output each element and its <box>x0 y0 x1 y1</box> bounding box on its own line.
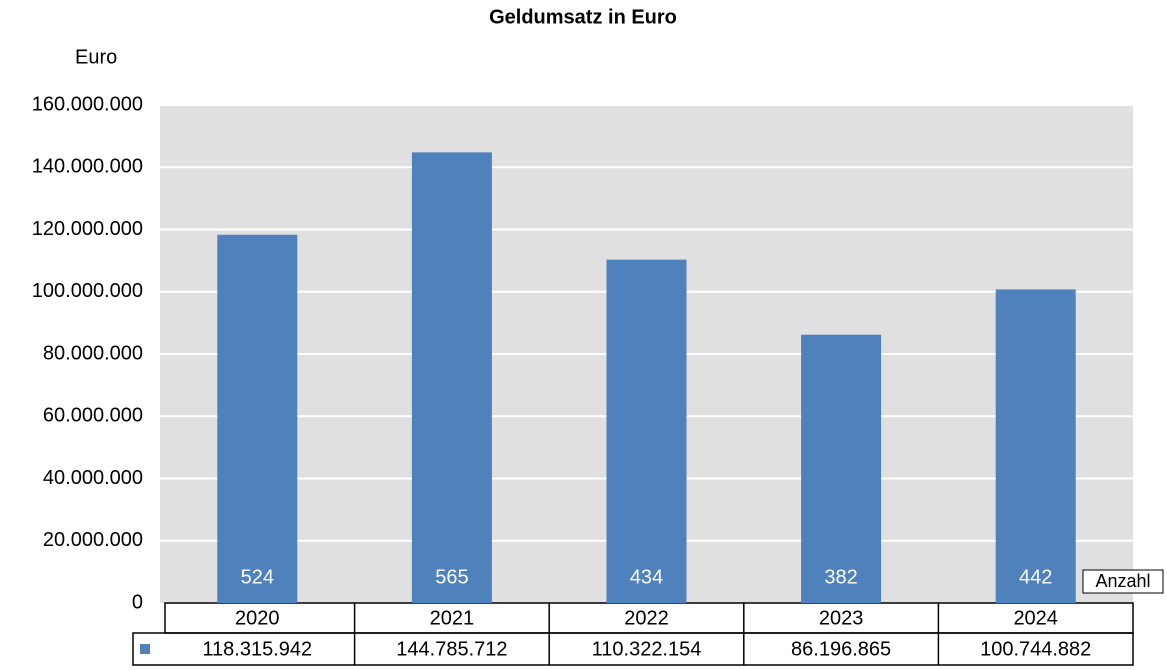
x-tick-label: 2024 <box>1013 607 1058 629</box>
table-value-row <box>132 632 1134 666</box>
table-value: 100.744.882 <box>980 638 1091 660</box>
count-legend-box <box>1082 569 1164 594</box>
y-tick-label: 160.000.000 <box>32 93 143 115</box>
y-tick-label: 40.000.000 <box>43 467 143 489</box>
count-label: 434 <box>630 566 663 588</box>
bar <box>606 259 687 603</box>
bar <box>995 289 1076 603</box>
y-tick-label: 60.000.000 <box>43 405 143 427</box>
table-value: 110.322.154 <box>592 638 702 660</box>
count-legend-label: Anzahl <box>1095 571 1150 591</box>
table-value: 118.315.942 <box>202 638 312 660</box>
y-tick-label: 120.000.000 <box>32 218 143 240</box>
bar <box>217 234 298 603</box>
legend-swatch <box>140 644 150 654</box>
table-value: 144.785.712 <box>396 638 507 660</box>
x-tick-label: 2021 <box>430 607 475 629</box>
x-tick-label: 2020 <box>235 607 280 629</box>
count-label: 382 <box>824 566 857 588</box>
y-tick-label: 80.000.000 <box>43 342 143 364</box>
y-tick-label: 0 <box>132 591 143 613</box>
y-tick-label: 100.000.000 <box>32 280 143 302</box>
y-tick-label: 20.000.000 <box>43 529 143 551</box>
count-label: 442 <box>1019 566 1052 588</box>
bar <box>411 152 492 603</box>
count-label: 565 <box>435 566 468 588</box>
x-tick-label: 2023 <box>819 607 864 629</box>
count-label: 524 <box>241 566 274 588</box>
y-tick-label: 140.000.000 <box>32 156 143 178</box>
chart-title: Geldumsatz in Euro <box>489 6 677 28</box>
x-tick-label: 2022 <box>624 607 669 629</box>
y-axis-label: Euro <box>75 46 117 68</box>
bar <box>801 334 882 603</box>
table-value: 86.196.865 <box>791 638 891 660</box>
